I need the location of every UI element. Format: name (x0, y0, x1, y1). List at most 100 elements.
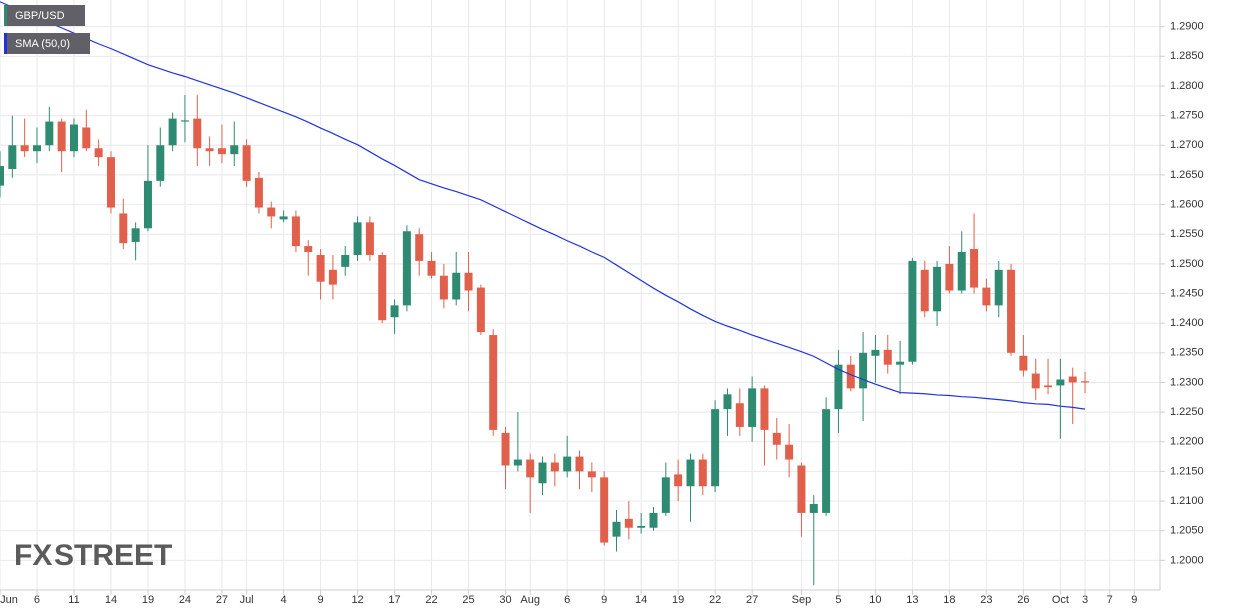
candle-body (970, 249, 979, 288)
y-tick-label: 1.2250 (1170, 406, 1204, 418)
candle-body (908, 260, 917, 362)
candle-body (698, 459, 707, 487)
candle-body (69, 124, 78, 152)
candle-body (883, 349, 892, 365)
candle-body (649, 512, 658, 528)
x-tick-label: 12 (351, 594, 363, 606)
x-tick-label: Oct (1052, 594, 1069, 606)
candle-body (0, 166, 4, 186)
candle-body (390, 305, 399, 318)
candle-body (20, 145, 29, 152)
x-tick-label: 7 (1107, 594, 1113, 606)
candle-body (341, 254, 350, 267)
x-tick-label: 9 (601, 594, 607, 606)
candle-body (452, 272, 461, 300)
y-tick-label: 1.2900 (1170, 21, 1204, 33)
candle-body (1081, 381, 1090, 383)
candle-body (402, 231, 411, 306)
x-tick-label: 14 (105, 594, 117, 606)
candle-body (982, 287, 991, 306)
candle-body (526, 459, 535, 478)
x-tick-label: 11 (68, 594, 79, 606)
y-tick-label: 1.2550 (1170, 228, 1204, 240)
candle-body (1044, 385, 1053, 388)
x-tick-label: Jun (0, 594, 18, 606)
y-tick-label: 1.2500 (1170, 258, 1204, 270)
y-tick-label: 1.2350 (1170, 347, 1204, 359)
x-tick-label: 14 (635, 594, 647, 606)
candle-body (686, 459, 695, 487)
x-tick-label: Sep (792, 594, 812, 606)
candle-body (353, 222, 362, 255)
candle-body (489, 335, 498, 430)
candle-body (735, 403, 744, 427)
candle-body (501, 432, 510, 466)
legend-swatch (4, 5, 7, 26)
candle-body (871, 349, 880, 356)
candle-body (254, 177, 263, 208)
candle-body (846, 364, 855, 389)
candle-body (760, 388, 769, 430)
x-tick-label: 23 (980, 594, 992, 606)
candle-body (217, 148, 226, 155)
candle-body (933, 266, 942, 312)
x-tick-label: 30 (499, 594, 511, 606)
candle-body (513, 459, 522, 466)
x-tick-label: 9 (318, 594, 324, 606)
candle-body (723, 394, 732, 410)
x-tick-label: 5 (835, 594, 841, 606)
candle-body (550, 462, 559, 472)
candle-body (859, 352, 868, 389)
candle-body (994, 269, 1003, 306)
candle-body (587, 471, 596, 478)
legend-label: SMA (50,0) (15, 38, 70, 50)
candle-body (316, 254, 325, 282)
candle-body (427, 260, 436, 276)
candle-body (143, 180, 152, 229)
candle-body (57, 121, 66, 152)
candle-body (785, 444, 794, 460)
candle-body (637, 525, 646, 528)
candle-body (575, 456, 584, 472)
y-tick-label: 1.2150 (1170, 465, 1204, 477)
candle-body (119, 213, 128, 244)
y-tick-label: 1.2750 (1170, 110, 1204, 122)
x-tick-label: 25 (462, 594, 474, 606)
candle-body (242, 145, 251, 181)
candle-body (1007, 269, 1016, 353)
candle-body (624, 518, 633, 528)
candle-body (267, 207, 276, 217)
x-tick-label: 22 (425, 594, 437, 606)
plot-area (0, 0, 1160, 590)
candle-body (945, 263, 954, 291)
candle-body (328, 269, 337, 285)
y-tick-label: 1.2700 (1170, 139, 1204, 151)
x-tick-label: 13 (906, 594, 918, 606)
legend-box (4, 5, 85, 26)
candle-body (131, 228, 140, 242)
candle-body (957, 252, 966, 291)
candle-body (8, 145, 17, 169)
candle-body (748, 388, 757, 427)
x-tick-label: 18 (943, 594, 955, 606)
candle-body (82, 127, 91, 149)
candle-body (896, 361, 905, 365)
legend-box (4, 33, 90, 54)
x-tick-label: 9 (1131, 594, 1137, 606)
candle-body (205, 148, 214, 152)
candle-body (45, 121, 54, 146)
candle-body (674, 474, 683, 487)
x-tick-label: Jul (240, 594, 254, 606)
x-tick-label: 19 (672, 594, 684, 606)
legend-label: GBP/USD (15, 10, 65, 22)
y-tick-label: 1.2400 (1170, 317, 1204, 329)
y-tick-label: 1.2850 (1170, 50, 1204, 62)
candle-body (304, 246, 313, 253)
x-tick-label: 26 (1017, 594, 1029, 606)
candle-body (180, 120, 189, 122)
x-tick-label: 4 (281, 594, 287, 606)
x-tick-label: 19 (142, 594, 154, 606)
candle-body (378, 254, 387, 321)
candle-body (32, 145, 41, 152)
